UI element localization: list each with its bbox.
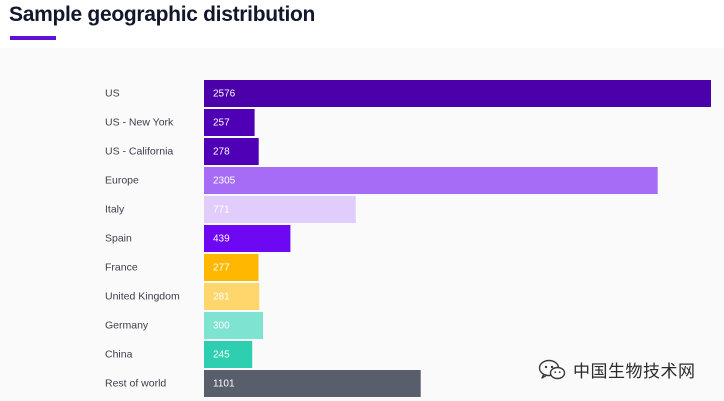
watermark: 中国生物技术网 xyxy=(538,357,696,382)
category-label-china: China xyxy=(105,348,133,360)
title-underline xyxy=(10,36,56,40)
value-label-italy: 771 xyxy=(213,205,230,216)
bar-china xyxy=(204,341,253,368)
value-label-germany: 300 xyxy=(213,321,230,332)
category-label-france: France xyxy=(105,261,138,273)
value-label-spain: 439 xyxy=(213,234,230,245)
bar-united-kingdom xyxy=(204,283,260,310)
category-label-germany: Germany xyxy=(105,319,149,331)
value-label-china: 245 xyxy=(213,350,230,361)
bar-chart: US 2576 US - New York 257 US - California 278… xyxy=(105,80,711,397)
chart-panel: US 2576 US - New York 257 US - California 278… xyxy=(0,48,724,401)
value-label-us: 2576 xyxy=(213,89,236,100)
category-label-united-kingdom: United Kingdom xyxy=(105,290,180,302)
wechat-icon xyxy=(538,359,566,379)
category-label-italy: Italy xyxy=(105,203,125,215)
watermark-text: 中国生物技术网 xyxy=(573,362,696,382)
bar-spain xyxy=(204,225,291,252)
bar-us-new-york xyxy=(204,109,255,136)
value-label-united-kingdom: 281 xyxy=(213,292,230,303)
category-label-spain: Spain xyxy=(105,232,132,244)
value-label-us-new-york: 257 xyxy=(213,118,230,129)
bar-rest-of-world xyxy=(204,370,421,397)
value-label-us-california: 278 xyxy=(213,147,230,158)
bar-france xyxy=(204,254,259,281)
bar-us xyxy=(204,80,711,107)
category-label-us-california: US - California xyxy=(105,145,173,157)
bar-europe xyxy=(204,167,658,194)
bar-us-california xyxy=(204,138,259,165)
value-label-france: 277 xyxy=(213,263,230,274)
value-label-rest-of-world: 1101 xyxy=(213,379,235,390)
category-label-us: US xyxy=(105,87,120,99)
category-label-rest-of-world: Rest of world xyxy=(105,377,166,389)
value-label-europe: 2305 xyxy=(213,176,236,187)
page-title: Sample geographic distribution xyxy=(9,3,316,26)
bar-italy xyxy=(204,196,356,223)
category-label-europe: Europe xyxy=(105,174,139,186)
category-label-us-new-york: US - New York xyxy=(105,116,174,128)
bar-germany xyxy=(204,312,263,339)
